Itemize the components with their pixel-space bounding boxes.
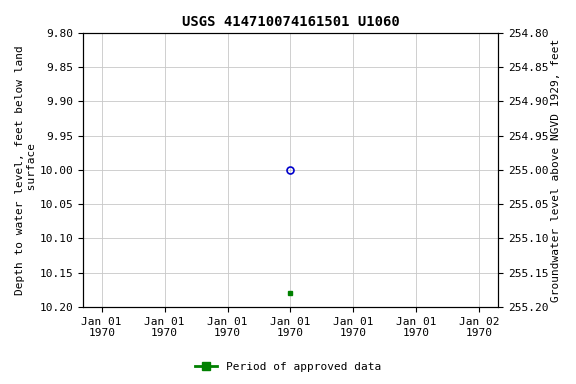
Y-axis label: Depth to water level, feet below land
 surface: Depth to water level, feet below land su…	[15, 45, 37, 295]
Y-axis label: Groundwater level above NGVD 1929, feet: Groundwater level above NGVD 1929, feet	[551, 38, 561, 301]
Legend: Period of approved data: Period of approved data	[191, 358, 385, 377]
Title: USGS 414710074161501 U1060: USGS 414710074161501 U1060	[181, 15, 399, 29]
